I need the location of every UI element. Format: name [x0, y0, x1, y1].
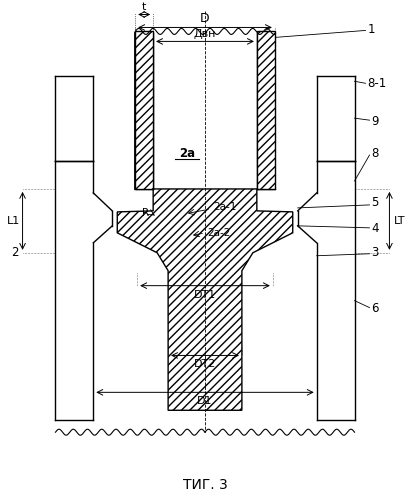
Text: 1: 1 — [367, 23, 375, 36]
Text: 2a: 2a — [179, 146, 195, 160]
Text: 6: 6 — [372, 302, 379, 315]
Text: 5: 5 — [372, 196, 379, 209]
Text: 2: 2 — [11, 246, 18, 260]
Text: D1: D1 — [197, 396, 213, 406]
Text: L1: L1 — [7, 216, 21, 226]
Text: R: R — [142, 208, 149, 218]
Text: Двн: Двн — [194, 30, 216, 40]
Text: 8: 8 — [372, 146, 379, 160]
Text: 3: 3 — [372, 246, 379, 260]
Text: 4: 4 — [372, 222, 379, 235]
Text: D: D — [200, 12, 210, 26]
Text: 9: 9 — [372, 114, 379, 128]
Polygon shape — [117, 189, 293, 410]
Text: ΤИГ. 3: ΤИГ. 3 — [182, 478, 227, 492]
Polygon shape — [257, 32, 275, 189]
Text: DT1: DT1 — [194, 290, 216, 300]
Text: t: t — [142, 2, 146, 12]
Polygon shape — [135, 32, 153, 189]
Text: 2a-2: 2a-2 — [207, 228, 231, 238]
Text: 2a-1: 2a-1 — [213, 202, 236, 212]
Text: LT: LT — [393, 216, 405, 226]
Text: 8-1: 8-1 — [367, 77, 387, 90]
Text: DT2: DT2 — [194, 360, 216, 370]
